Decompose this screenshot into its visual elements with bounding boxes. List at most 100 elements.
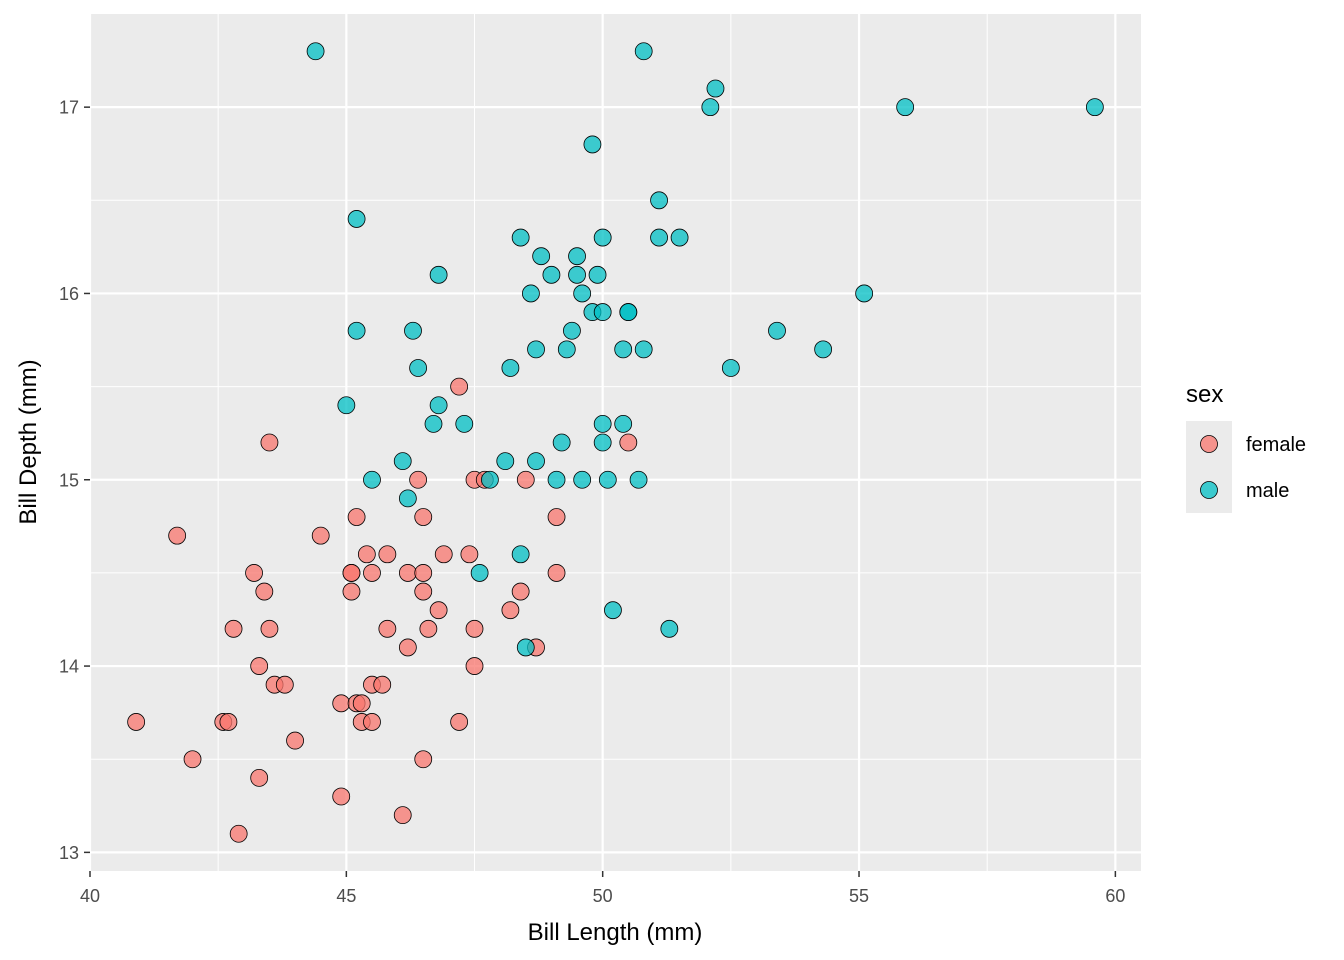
- data-point-male: [614, 340, 633, 359]
- data-point-female: [275, 675, 294, 694]
- data-point-male: [1085, 98, 1104, 117]
- data-point-male: [670, 228, 689, 247]
- data-point-male: [552, 433, 571, 452]
- data-point-male: [557, 340, 576, 359]
- data-point-female: [255, 582, 274, 601]
- data-point-female: [352, 694, 371, 713]
- data-point-male: [634, 42, 653, 61]
- data-point-female: [219, 713, 238, 731]
- data-point-female: [619, 433, 638, 452]
- data-point-female: [311, 526, 330, 545]
- data-point-female: [414, 564, 433, 582]
- data-point-male: [604, 601, 622, 620]
- data-point-female: [398, 564, 417, 582]
- data-point-male: [593, 228, 612, 247]
- data-point-female: [450, 713, 469, 731]
- y-axis: 13 14 15 16 17: [59, 98, 90, 863]
- data-point-male: [768, 321, 786, 340]
- data-point-male: [527, 452, 545, 471]
- data-point-male: [568, 247, 586, 266]
- data-point-female: [429, 601, 448, 620]
- minor-gridlines: [90, 14, 1141, 871]
- data-point-male: [593, 433, 612, 452]
- data-point-male: [516, 638, 535, 657]
- data-point-female: [465, 619, 484, 638]
- data-point-male: [634, 340, 653, 359]
- data-point-female: [511, 582, 530, 601]
- data-point-male: [573, 470, 592, 489]
- data-point-female: [419, 619, 438, 638]
- data-point-male: [393, 452, 412, 471]
- y-axis-title: Bill Depth (mm): [15, 359, 42, 524]
- data-point-female: [224, 619, 243, 638]
- data-point-female: [342, 582, 361, 601]
- data-point-male: [532, 247, 551, 266]
- data-point-male: [496, 452, 515, 471]
- data-point-male: [501, 359, 520, 377]
- data-point-female: [414, 750, 433, 769]
- data-point-female: [332, 787, 351, 806]
- data-point-female: [183, 750, 202, 769]
- data-point-female: [501, 601, 520, 620]
- data-point-female: [250, 768, 269, 787]
- data-point-male: [619, 303, 638, 321]
- data-point-male: [542, 265, 561, 284]
- data-point-male: [347, 210, 366, 228]
- legend-title: sex: [1186, 381, 1223, 408]
- data-point-male: [598, 470, 617, 489]
- data-point-male: [706, 79, 725, 98]
- data-point-female: [245, 564, 263, 582]
- data-point-male: [593, 303, 612, 321]
- data-point-female: [414, 582, 433, 601]
- y-tick-label: 17: [59, 98, 79, 118]
- data-point-female: [260, 619, 279, 638]
- data-point-male: [424, 414, 443, 433]
- y-tick-label: 15: [59, 470, 79, 490]
- x-axis: 40 45 50 55 60: [80, 871, 1125, 906]
- x-tick-label: 45: [336, 886, 356, 906]
- data-point-female: [127, 713, 146, 731]
- data-point-male: [660, 619, 679, 638]
- y-tick-label: 14: [59, 657, 79, 677]
- legend-key-female: [1200, 435, 1218, 453]
- data-point-male: [363, 470, 381, 489]
- x-tick-label: 40: [80, 886, 100, 906]
- data-point-female: [409, 470, 428, 489]
- data-point-male: [527, 340, 545, 359]
- data-point-female: [414, 508, 433, 526]
- data-point-male: [429, 396, 448, 415]
- legend-label-female: female: [1246, 434, 1306, 456]
- data-point-male: [588, 265, 607, 284]
- data-point-male: [470, 564, 489, 582]
- data-point-female: [332, 694, 351, 713]
- data-point-male: [650, 228, 668, 247]
- data-point-male: [337, 396, 356, 415]
- data-point-male: [593, 414, 612, 433]
- data-point-male: [480, 470, 499, 489]
- data-point-male: [568, 265, 586, 284]
- data-point-male: [573, 284, 592, 303]
- x-tick-label: 55: [849, 886, 869, 906]
- data-point-female: [286, 731, 304, 750]
- legend-label-male: male: [1246, 480, 1289, 502]
- data-point-female: [260, 433, 279, 452]
- data-point-male: [896, 98, 915, 117]
- data-point-female: [347, 508, 366, 526]
- data-point-female: [465, 657, 484, 675]
- data-point-male: [347, 321, 366, 340]
- legend-key-male: [1200, 481, 1218, 499]
- data-point-female: [363, 564, 381, 582]
- data-point-male: [511, 545, 530, 564]
- data-point-male: [429, 265, 448, 284]
- data-point-male: [455, 414, 474, 433]
- data-point-female: [547, 508, 566, 526]
- y-tick-label: 13: [59, 843, 79, 863]
- x-tick-label: 60: [1105, 886, 1125, 906]
- data-point-male: [650, 191, 668, 210]
- data-point-male: [701, 98, 720, 117]
- data-points: [127, 42, 1104, 843]
- data-point-male: [563, 321, 581, 340]
- major-gridlines: [88, 14, 1141, 871]
- data-point-female: [378, 545, 397, 564]
